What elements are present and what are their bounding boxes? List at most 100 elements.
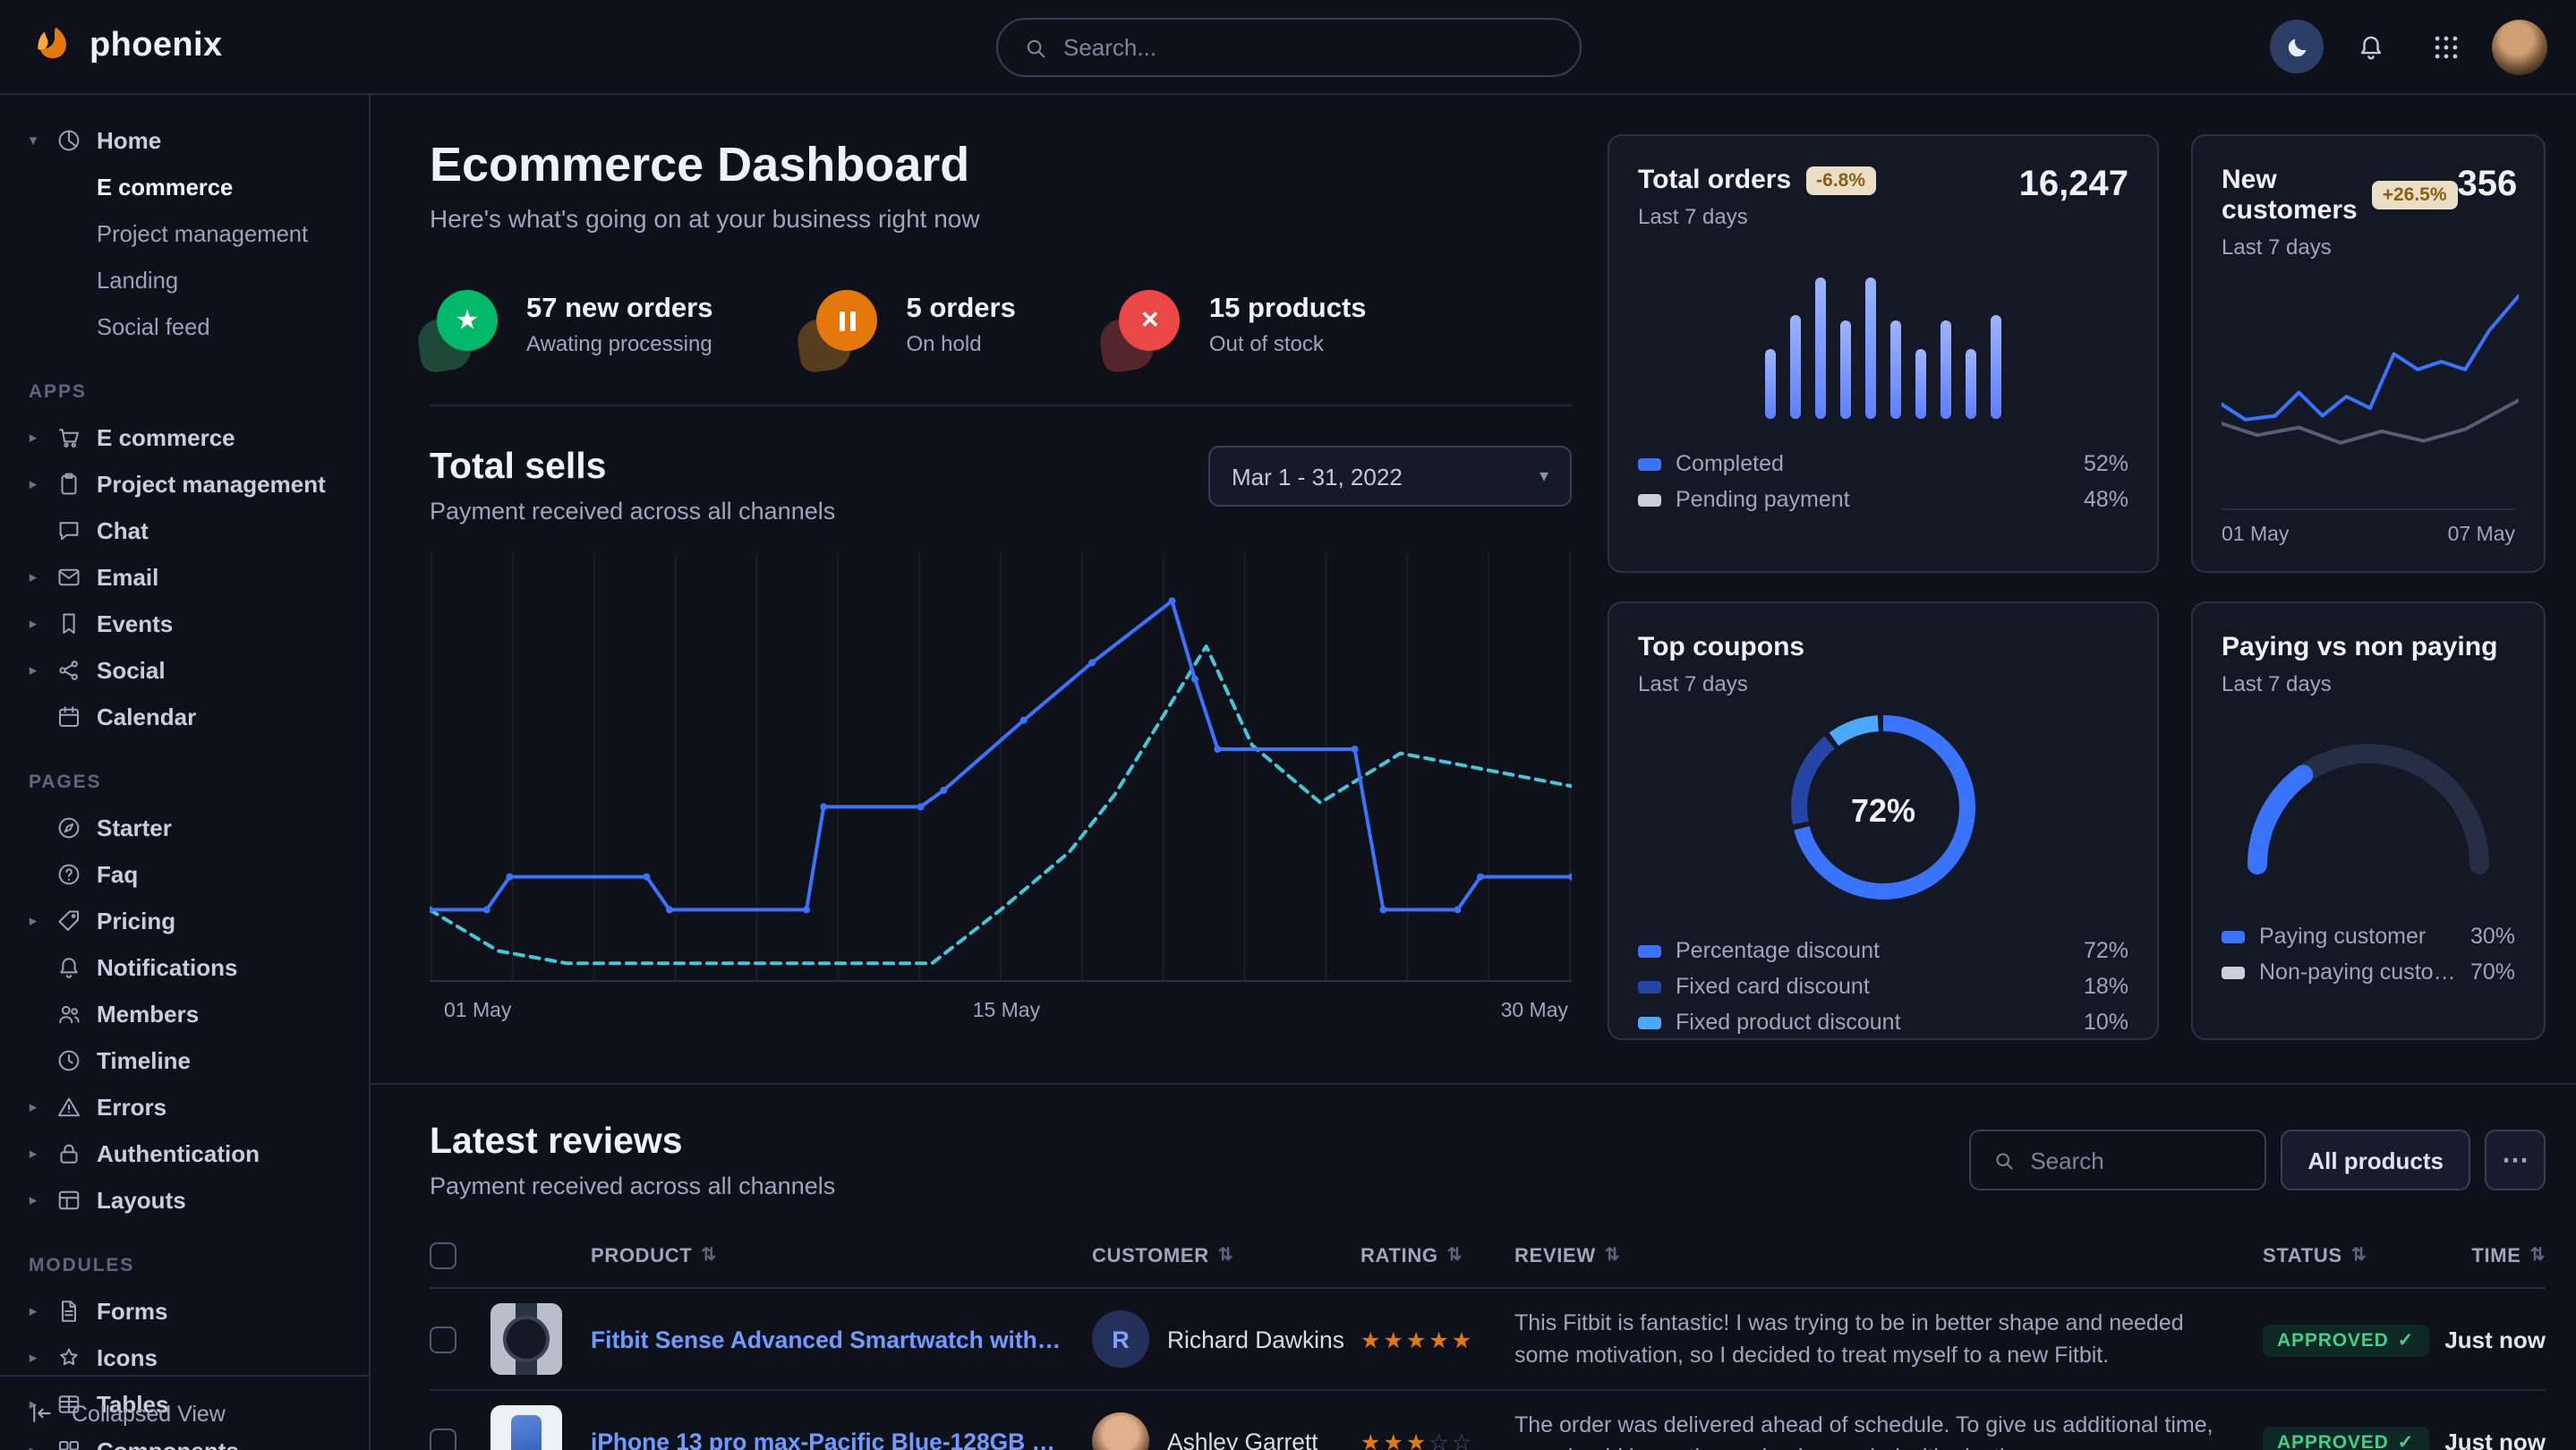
customer-name: Ashley Garrett	[1167, 1428, 1318, 1450]
stat-item: ✕ 15 productsOut of stock	[1113, 290, 1367, 358]
sidebar-item-authentication[interactable]: ▸Authentication	[21, 1130, 351, 1176]
legend-swatch	[1638, 1016, 1661, 1028]
sidebar-item-icons[interactable]: ▸Icons	[21, 1334, 351, 1380]
topbar-search[interactable]	[995, 18, 1581, 77]
clipboard-icon	[55, 470, 82, 497]
reviews-search[interactable]	[1969, 1130, 2266, 1190]
x-label: 30 May	[1501, 1001, 1568, 1022]
sidebar-item-project-management[interactable]: Project management	[97, 209, 351, 256]
bar	[1941, 321, 1951, 419]
legend-label: Fixed product discount	[1676, 1010, 2069, 1035]
topbar: phoenix	[0, 0, 2576, 95]
stats-divider	[430, 405, 1572, 406]
customer-name: Richard Dawkins	[1167, 1326, 1344, 1352]
date-range-select[interactable]: Mar 1 - 31, 2022 ▾	[1208, 446, 1572, 507]
sidebar-item-notifications[interactable]: Notifications	[21, 943, 351, 990]
layout-icon	[55, 1186, 82, 1213]
sort-icon: ⇅	[2351, 1246, 2367, 1266]
reviews-search-input[interactable]	[2030, 1147, 2243, 1173]
theme-toggle-button[interactable]	[2270, 20, 2324, 73]
reviews-table: PRODUCT⇅CUSTOMER⇅RATING⇅REVIEW⇅STATUS⇅TI…	[430, 1224, 2546, 1450]
paying-gauge-chart	[2234, 725, 2503, 884]
compass-icon	[55, 814, 82, 840]
pie-chart-icon	[55, 126, 82, 153]
legend-item: Fixed product discount 10%	[1638, 1010, 2128, 1035]
chevron-down-icon: ▾	[1540, 466, 1548, 486]
column-header-time[interactable]: TIME⇅	[2431, 1245, 2546, 1267]
bell-icon	[2355, 31, 2385, 62]
page-subtitle: Here's what's going on at your business …	[430, 204, 1572, 233]
sidebar-item-social[interactable]: ▸Social	[21, 646, 351, 693]
sidebar-nav: ▾HomeE commerceProject managementLanding…	[21, 116, 351, 1450]
sidebar-item-timeline[interactable]: Timeline	[21, 1036, 351, 1083]
collapsed-view-label: Collapsed View	[72, 1401, 226, 1426]
select-all-checkbox[interactable]	[430, 1242, 456, 1269]
sidebar-item-landing[interactable]: Landing	[97, 256, 351, 303]
row-checkbox[interactable]	[430, 1326, 456, 1352]
product-link[interactable]: iPhone 13 pro max-Pacific Blue-128GB sto…	[591, 1428, 1092, 1450]
customer-avatar	[1092, 1412, 1149, 1450]
caret-right-icon: ▸	[25, 473, 41, 493]
brand-link[interactable]: phoenix	[29, 23, 223, 70]
tag-icon	[55, 907, 82, 934]
sidebar-item-events[interactable]: ▸Events	[21, 600, 351, 646]
table-row: Fitbit Sense Advanced Smartwatch with To…	[430, 1289, 2546, 1391]
product-link[interactable]: Fitbit Sense Advanced Smartwatch with To…	[591, 1326, 1092, 1352]
column-header-review[interactable]: REVIEW⇅	[1514, 1245, 2263, 1267]
collapsed-view-button[interactable]: Collapsed View	[0, 1375, 369, 1450]
column-header-customer[interactable]: CUSTOMER⇅	[1092, 1245, 1361, 1267]
close-icon: ✕	[1120, 290, 1181, 351]
lock-icon	[55, 1139, 82, 1166]
table-body: Fitbit Sense Advanced Smartwatch with To…	[430, 1289, 2546, 1450]
sidebar-item-layouts[interactable]: ▸Layouts	[21, 1176, 351, 1223]
sidebar-item-calendar[interactable]: Calendar	[21, 693, 351, 739]
phoenix-logo-icon	[29, 23, 75, 70]
card-title: New customers	[2222, 165, 2358, 226]
sidebar-item-email[interactable]: ▸Email	[21, 553, 351, 600]
legend-item: Paying customer 30%	[2222, 924, 2515, 949]
card-period: Last 7 days	[2222, 235, 2458, 260]
more-options-button[interactable]: ⋯	[2485, 1130, 2546, 1190]
stat-value: 15 products	[1209, 293, 1367, 325]
user-avatar[interactable]	[2492, 19, 2547, 74]
rating-stars: ★★★★★	[1361, 1326, 1514, 1352]
sidebar-item-forms[interactable]: ▸Forms	[21, 1287, 351, 1334]
column-header-product[interactable]: PRODUCT⇅	[591, 1245, 1092, 1267]
sidebar-item-social-feed[interactable]: Social feed	[97, 303, 351, 349]
table-row: iPhone 13 pro max-Pacific Blue-128GB sto…	[430, 1391, 2546, 1450]
sidebar-item-project-management[interactable]: ▸Project management	[21, 460, 351, 507]
sidebar-section-label: MODULES	[29, 1255, 344, 1276]
bookmark-icon	[55, 610, 82, 636]
global-search-input[interactable]	[1063, 34, 1554, 61]
apps-grid-button[interactable]	[2417, 18, 2474, 75]
search-icon	[1992, 1148, 2016, 1172]
row-checkbox[interactable]	[430, 1428, 456, 1450]
sidebar-section-label: PAGES	[29, 772, 344, 793]
latest-reviews-section: Latest reviews Payment received across a…	[430, 1085, 2546, 1450]
sidebar-item-home[interactable]: ▾Home	[21, 116, 351, 163]
new-customers-chart	[2222, 277, 2515, 498]
sidebar-item-members[interactable]: Members	[21, 990, 351, 1036]
sidebar-item-starter[interactable]: Starter	[21, 804, 351, 850]
sort-icon: ⇅	[2530, 1246, 2546, 1266]
all-products-filter-button[interactable]: All products	[2281, 1130, 2470, 1190]
dashboard-cards: Total orders -6.8% Last 7 days 16,247 Co…	[1608, 134, 2546, 1040]
caret-right-icon: ▸	[25, 427, 41, 447]
sidebar-item-chat[interactable]: Chat	[21, 507, 351, 553]
sidebar-item-pricing[interactable]: ▸Pricing	[21, 897, 351, 943]
legend-label: Non-paying customer	[2259, 960, 2456, 985]
column-header-rating[interactable]: RATING⇅	[1361, 1245, 1514, 1267]
sidebar-item-e-commerce[interactable]: E commerce	[97, 163, 351, 209]
sidebar: ▾HomeE commerceProject managementLanding…	[0, 95, 371, 1450]
card-title: Paying vs non paying	[2222, 632, 2497, 662]
notifications-button[interactable]	[2341, 18, 2399, 75]
column-header-status[interactable]: STATUS⇅	[2263, 1245, 2431, 1267]
sidebar-item-faq[interactable]: Faq	[21, 850, 351, 897]
sidebar-item-errors[interactable]: ▸Errors	[21, 1083, 351, 1130]
reviews-subtitle: Payment received across all channels	[430, 1173, 835, 1199]
mail-icon	[55, 563, 82, 590]
sort-icon: ⇅	[1605, 1246, 1620, 1266]
total-orders-value: 16,247	[2019, 165, 2128, 206]
caret-right-icon: ▸	[25, 910, 41, 930]
sidebar-item-e-commerce[interactable]: ▸E commerce	[21, 414, 351, 460]
